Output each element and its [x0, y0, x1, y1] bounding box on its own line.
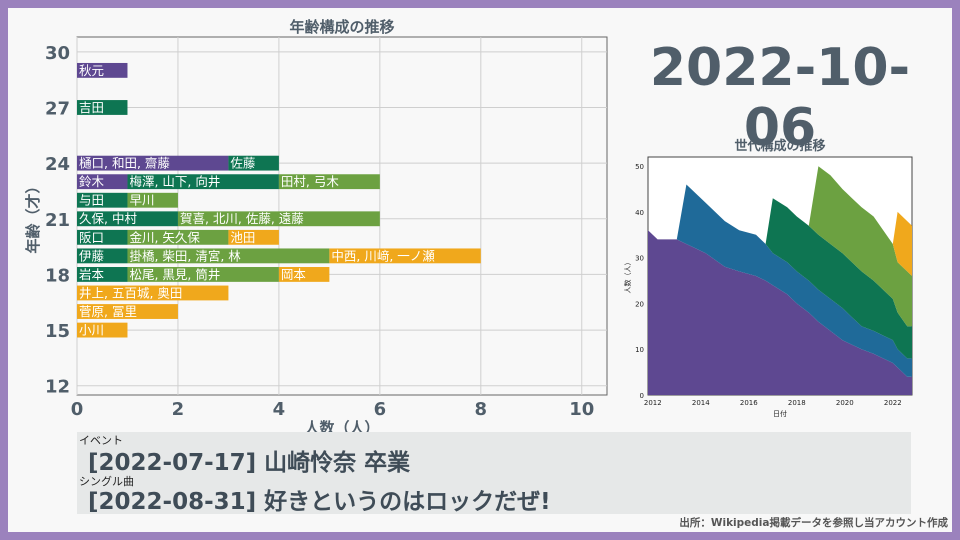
- gen-y-tick-label: 20: [635, 300, 644, 308]
- age-bar-label: 池田: [230, 230, 255, 245]
- event-panel: [77, 432, 911, 514]
- age-bar-label: 掛橋, 柴田, 清宮, 林: [129, 248, 241, 263]
- event-text-1: [2022-07-17] 山崎怜奈 卒業: [88, 450, 411, 476]
- gen-y-tick-label: 30: [635, 255, 644, 263]
- age-bar-segment: [127, 267, 279, 282]
- age-bar-segment: [77, 248, 128, 264]
- age-x-tick-label: 2: [172, 399, 185, 420]
- age-bar-label: 田村, 弓木: [281, 174, 339, 189]
- age-bar-label: 与田: [79, 193, 104, 208]
- age-bar-label: 佐藤: [230, 156, 256, 171]
- gen-x-tick-label: 2014: [692, 399, 710, 407]
- age-y-tick-label: 27: [45, 98, 70, 119]
- age-bar-label: 松尾, 黒見, 筒井: [129, 267, 220, 282]
- age-bar-label: 鈴木: [79, 174, 105, 189]
- age-bar-label: 吉田: [79, 100, 104, 115]
- age-x-tick-label: 10: [569, 399, 594, 420]
- gen-x-tick-label: 2018: [788, 399, 806, 407]
- age-bar-label: 久保, 中村: [79, 211, 137, 226]
- gen-x-axis-label: 日付: [773, 409, 787, 418]
- age-bar-segment: [127, 192, 178, 208]
- gen-area-gen1: [648, 230, 912, 395]
- gen-y-tick-label: 0: [640, 392, 644, 400]
- age-bar-segment: [77, 304, 178, 319]
- age-bar-segment: [77, 62, 128, 78]
- age-y-tick-label: 15: [45, 321, 70, 342]
- age-y-tick-label: 21: [45, 210, 70, 231]
- age-bar-label: 樋口, 和田, 齋藤: [79, 156, 170, 171]
- age-bar-label: 岩本: [79, 267, 105, 282]
- age-bar-label: 阪口: [79, 230, 104, 245]
- age-bar-segment: [77, 285, 229, 301]
- age-bar-segment: [177, 211, 380, 227]
- gen-y-tick-label: 40: [635, 209, 644, 217]
- age-bar-label: 賀喜, 北川, 佐藤, 遠藤: [180, 211, 304, 226]
- event-category-2: シングル曲: [79, 475, 134, 488]
- gen-x-tick-label: 2012: [644, 399, 662, 407]
- event-category-1: イベント: [79, 434, 123, 447]
- gen-y-tick-label: 50: [635, 163, 644, 171]
- age-bar-label: 伊藤: [79, 248, 105, 263]
- age-x-tick-label: 0: [71, 399, 84, 420]
- age-bar-label: 中西, 川﨑, 一ノ瀬: [331, 248, 435, 263]
- age-bar-segment: [77, 211, 178, 227]
- age-bar-segment: [329, 248, 481, 264]
- gen-x-tick-label: 2022: [884, 399, 902, 407]
- gen-x-tick-label: 2016: [740, 399, 758, 407]
- age-bar-segment: [127, 174, 279, 190]
- age-y-tick-label: 12: [45, 377, 70, 398]
- event-text-2: [2022-08-31] 好きというのはロックだぜ!: [88, 489, 551, 515]
- age-bar-label: 早川: [129, 193, 154, 208]
- age-y-tick-label: 18: [45, 265, 70, 286]
- age-bar-segment: [127, 248, 330, 264]
- age-bar-segment: [77, 100, 128, 115]
- age-x-tick-label: 6: [374, 399, 387, 420]
- gen-area-gen3: [648, 184, 912, 359]
- age-bar-label: 岡本: [281, 267, 307, 282]
- age-bar-label: 井上, 五百城, 奥田: [79, 285, 182, 300]
- age-y-axis-label: 年齢（才）: [24, 178, 42, 253]
- age-bar-label: 梅澤, 山下, 向井: [129, 174, 220, 189]
- age-x-tick-label: 4: [273, 399, 286, 420]
- age-bar-segment: [77, 192, 128, 208]
- age-bar-label: 秋元: [79, 63, 104, 78]
- gen-y-tick-label: 10: [635, 346, 644, 354]
- gen-area-gen2: [648, 184, 912, 377]
- age-chart-title: 年齢構成の推移: [289, 18, 394, 36]
- age-bar-segment: [228, 155, 279, 171]
- gen-area-gen4: [648, 166, 912, 327]
- source-note: 出所：Wikipedia掲載データを参照し当アカウント作成: [679, 517, 948, 529]
- age-bar-label: 金川, 矢久保: [129, 230, 200, 245]
- age-bar-label: 小川: [79, 322, 104, 337]
- age-bar-label: 菅原, 冨里: [79, 304, 137, 319]
- age-bar-segment: [77, 322, 128, 338]
- age-y-tick-label: 30: [45, 43, 70, 64]
- date-display: 2022-10-06: [649, 38, 911, 158]
- age-bar-segment: [278, 174, 380, 190]
- age-bar-segment: [127, 229, 229, 245]
- age-bar-segment: [77, 229, 128, 245]
- age-y-tick-label: 24: [45, 154, 70, 175]
- age-bar-segment: [77, 267, 128, 282]
- gen-y-axis-label: 人数（人）: [623, 259, 632, 294]
- age-x-tick-label: 8: [475, 399, 488, 420]
- age-bar-segment: [77, 174, 128, 190]
- age-bar-segment: [278, 267, 330, 282]
- gen-chart-title: 世代構成の推移: [734, 138, 825, 154]
- age-bar-segment: [77, 155, 229, 171]
- age-bar-segment: [228, 229, 279, 245]
- gen-x-tick-label: 2020: [836, 399, 854, 407]
